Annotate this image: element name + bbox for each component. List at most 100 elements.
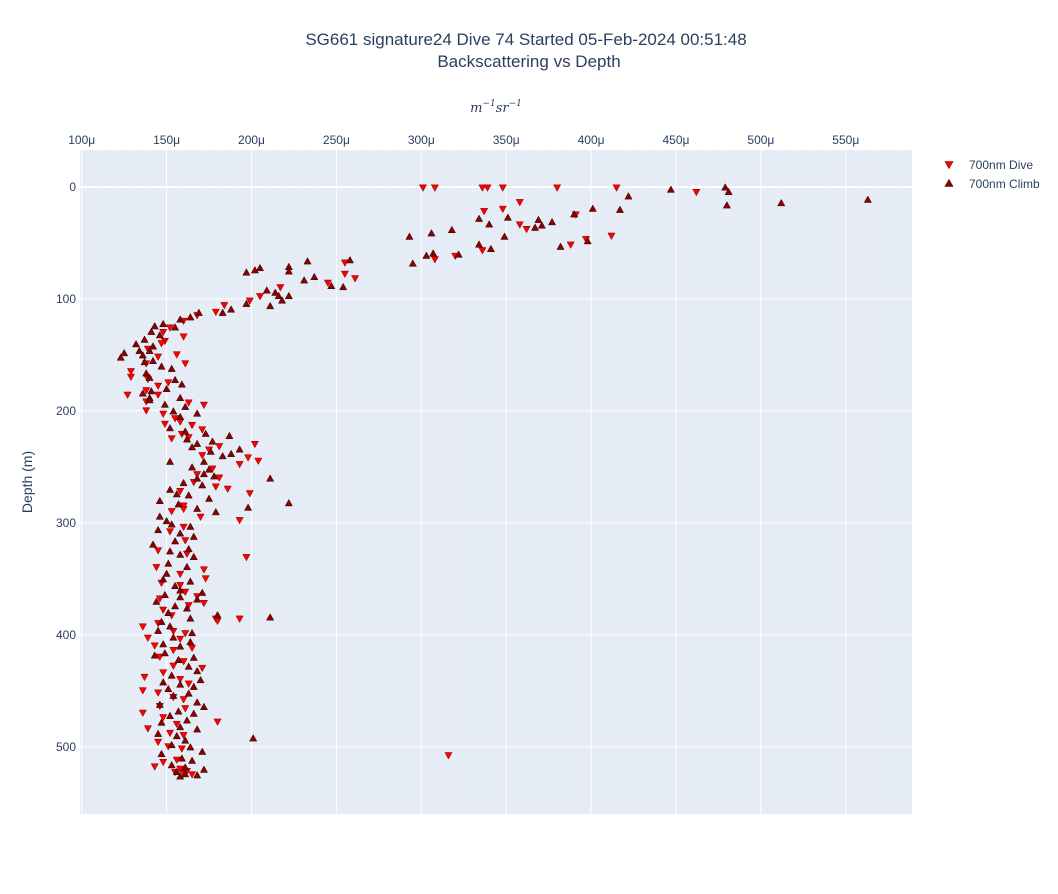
climb-point (188, 756, 197, 764)
dive-point (179, 333, 188, 341)
climb-point (154, 626, 163, 634)
climb-point (186, 637, 195, 646)
climb-point (159, 640, 168, 648)
climb-point (159, 319, 168, 328)
climb-point (583, 236, 592, 245)
climb-point (405, 232, 414, 240)
dive-point (235, 615, 244, 623)
dive-point (213, 718, 222, 726)
dive-point (142, 407, 151, 415)
climb-point (184, 662, 193, 670)
dive-point (498, 184, 507, 192)
climb-point (570, 210, 579, 218)
dive-point (340, 270, 349, 279)
climb-point (167, 760, 176, 769)
climb-point (182, 716, 191, 724)
climb-point (777, 198, 786, 207)
climb-point (182, 435, 191, 443)
climb-point (244, 503, 253, 511)
dive-point (142, 387, 151, 395)
climb-point (193, 409, 202, 417)
dive-point (138, 687, 147, 695)
climb-point (165, 711, 175, 719)
climb-point (624, 192, 633, 200)
climb-point (155, 331, 164, 339)
climb-point (454, 250, 463, 258)
plot-area (80, 150, 912, 814)
legend-label-climb: 700nm Climb (969, 177, 1040, 191)
dive-point (123, 391, 132, 399)
legend-label-dive: 700nm Dive (969, 158, 1033, 172)
dive-point (176, 488, 185, 496)
y-axis-ticks: 0 100 200 300 400 500 (56, 180, 76, 754)
y-tick-label: 200 (56, 404, 76, 418)
climb-point (186, 313, 195, 321)
climb-point (120, 348, 129, 357)
climb-point (157, 718, 166, 726)
legend-item-climb[interactable]: 700nm Climb (944, 177, 1040, 191)
dive-point (181, 630, 190, 638)
dive-point (235, 461, 244, 469)
climb-point (162, 384, 171, 392)
climb-point (284, 267, 293, 275)
climb-point (193, 439, 202, 447)
climb-point (193, 725, 202, 733)
dive-point (515, 199, 524, 207)
climb-point (863, 195, 872, 203)
dive-point (188, 771, 197, 779)
dive-point (159, 329, 168, 337)
dive-point (199, 566, 208, 574)
climb-point (266, 474, 275, 482)
x-axis-ticks: 100μ 150μ 200μ 250μ 300μ 350μ 400μ 450μ 500μ 550μ (68, 133, 859, 147)
climb-point (184, 491, 193, 499)
climb-point (157, 617, 166, 625)
climb-point (147, 386, 156, 395)
climb-point (548, 217, 557, 226)
climb-point (189, 682, 198, 690)
dive-point (154, 689, 163, 697)
climb-point (189, 552, 198, 560)
dive-point (181, 705, 190, 713)
dive-point (179, 523, 188, 532)
dive-point (566, 241, 575, 249)
climb-point (160, 590, 169, 599)
legend-item-dive[interactable]: 700nm Dive (944, 158, 1033, 172)
climb-point (199, 457, 208, 465)
climb-point (132, 339, 141, 348)
climb-point (211, 507, 220, 516)
climb-point (138, 351, 147, 359)
y-axis-label: Depth (m) (19, 451, 35, 513)
dive-point (198, 452, 207, 460)
climb-point (165, 485, 175, 493)
climb-point (278, 296, 287, 304)
dive-point (143, 634, 152, 642)
x-tick-label: 250μ (323, 133, 350, 147)
climb-point (181, 769, 190, 778)
climb-point (165, 547, 175, 555)
x-tick-label: 550μ (832, 133, 859, 147)
dive-point (181, 537, 190, 545)
climb-point (142, 369, 151, 377)
dive-point (157, 340, 166, 348)
climb-point (176, 393, 185, 401)
x-tick-label: 100μ (68, 133, 95, 147)
climb-point (208, 437, 217, 445)
climb-point (310, 272, 319, 281)
x-tick-label: 200μ (238, 133, 265, 147)
climb-point (721, 183, 730, 191)
dive-point (177, 745, 186, 753)
climb-point (165, 423, 175, 432)
dive-point (188, 421, 197, 430)
dive-point (245, 297, 254, 305)
climb-point (145, 373, 154, 381)
climb-point (162, 569, 171, 577)
climb-point (174, 655, 183, 663)
climb-point (171, 537, 180, 545)
climb-point (194, 308, 203, 316)
climb-point (186, 577, 195, 585)
climb-point (249, 734, 258, 742)
climb-point (145, 395, 154, 404)
chart-title: SG661 signature24 Dive 74 Started 05-Feb… (305, 30, 746, 49)
climb-point (199, 469, 208, 478)
climb-point (284, 291, 293, 300)
